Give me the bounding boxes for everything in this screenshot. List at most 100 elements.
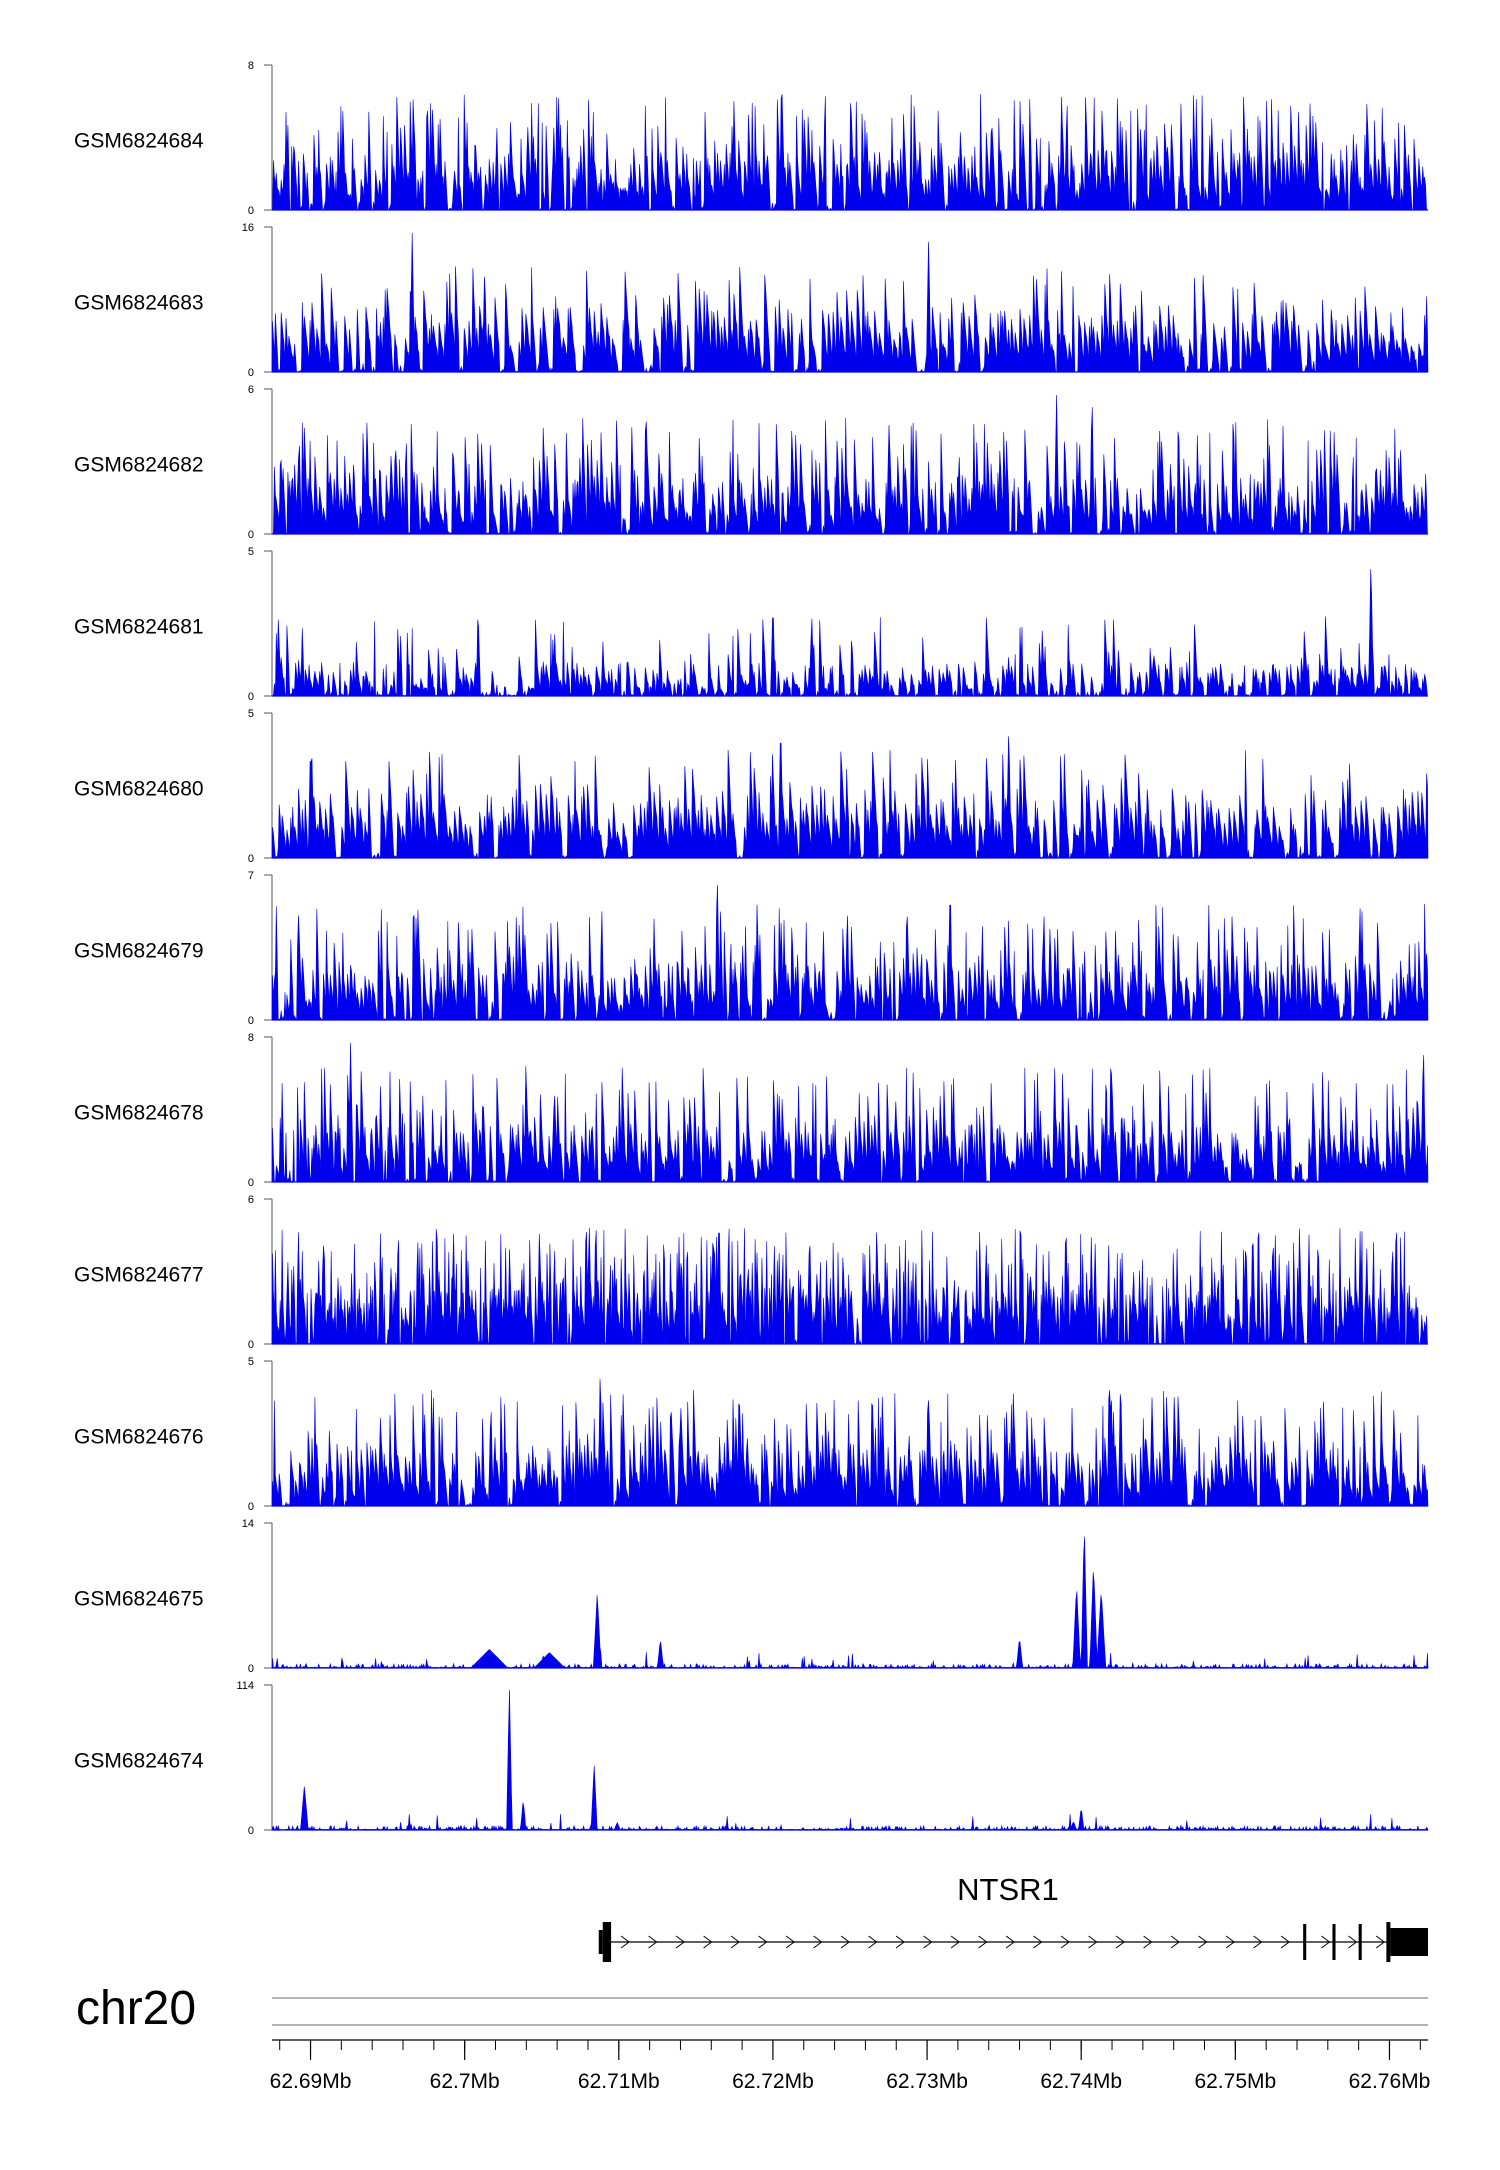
- strand-arrow: [1060, 1935, 1070, 1949]
- coverage-area: [271, 1227, 1428, 1346]
- chromosome-label: chr20: [76, 1982, 196, 2035]
- x-tick-label: 62.75Mb: [1194, 2070, 1276, 2093]
- strand-arrow: [1143, 1935, 1153, 1949]
- y-max-label: 16: [242, 222, 254, 234]
- strand-arrow: [813, 1935, 823, 1949]
- gene-track: NTSR1: [598, 1872, 1428, 1962]
- y-min-label: 0: [248, 1663, 254, 1675]
- coverage-area: [271, 232, 1429, 374]
- coverage-area: [271, 1042, 1429, 1184]
- coverage-area: [272, 394, 1428, 536]
- gene-exon: [602, 1922, 612, 1962]
- strand-arrow: [950, 1935, 960, 1949]
- strand-arrow: [978, 1935, 988, 1949]
- coverage-area: [271, 736, 1429, 860]
- y-min-label: 0: [248, 1339, 254, 1351]
- x-tick-label: 62.71Mb: [578, 2070, 660, 2093]
- track-label: GSM6824675: [74, 1588, 204, 1611]
- y-min-label: 0: [248, 529, 254, 541]
- strand-arrow: [1375, 1935, 1386, 1949]
- strand-arrow: [703, 1935, 713, 1949]
- y-max-label: 114: [236, 1680, 254, 1692]
- strand-arrow: [1321, 1935, 1331, 1949]
- coverage-area: [271, 884, 1429, 1021]
- strand-arrow: [868, 1935, 878, 1949]
- strand-arrow: [758, 1935, 768, 1949]
- track-label: GSM6824679: [74, 940, 204, 963]
- y-min-label: 0: [248, 853, 254, 865]
- x-tick-label: 62.73Mb: [886, 2070, 968, 2093]
- track-GSM6824683: GSM6824683 16 0: [74, 222, 1429, 379]
- y-max-label: 6: [248, 1194, 254, 1206]
- coverage-tracks: GSM682468480GSM6824683160GSM682468260GSM…: [74, 60, 1429, 1837]
- y-max-label: 8: [248, 1032, 254, 1044]
- gene-exon: [1303, 1924, 1307, 1960]
- strand-arrow: [1115, 1935, 1125, 1949]
- x-tick-label: 62.72Mb: [732, 2070, 814, 2093]
- y-min-label: 0: [248, 1015, 254, 1027]
- strand-arrow: [895, 1935, 905, 1949]
- x-tick-label: 62.74Mb: [1040, 2070, 1122, 2093]
- strand-arrow: [1033, 1935, 1043, 1949]
- strand-arrow: [1198, 1935, 1208, 1949]
- gene-exon: [598, 1930, 603, 1954]
- strand-arrow: [1253, 1935, 1263, 1949]
- track-GSM6824679: GSM6824679 7 0: [74, 870, 1429, 1027]
- y-max-label: 14: [242, 1518, 254, 1530]
- y-max-label: 6: [248, 384, 254, 396]
- coverage-area: [272, 569, 1428, 698]
- coverage-area: [271, 1536, 1429, 1669]
- y-max-label: 5: [248, 546, 254, 558]
- strand-arrow: [1348, 1935, 1358, 1949]
- track-label: GSM6824681: [74, 616, 204, 639]
- y-max-label: 7: [248, 870, 254, 882]
- gene-exon: [1386, 1922, 1391, 1962]
- x-tick-label: 62.7Mb: [430, 2070, 500, 2093]
- strand-arrow: [1225, 1935, 1235, 1949]
- strand-arrow: [648, 1935, 658, 1949]
- gene-exon: [1358, 1924, 1362, 1960]
- gene-exon: [1332, 1924, 1336, 1960]
- genome-axis: chr20 62.69Mb 62.7Mb 62.71Mb 62.72Mb 62.73Mb…: [76, 1982, 1430, 2093]
- strand-arrow: [730, 1935, 740, 1949]
- y-min-label: 0: [248, 205, 254, 217]
- x-tick-label: 62.76Mb: [1349, 2070, 1431, 2093]
- track-GSM6824676: GSM6824676 5 0: [74, 1356, 1429, 1513]
- strand-arrow: [1088, 1935, 1098, 1949]
- strand-arrow: [840, 1935, 850, 1949]
- coverage-area: [272, 93, 1429, 212]
- track-label: GSM6824676: [74, 1426, 204, 1449]
- strand-arrow: [1280, 1935, 1290, 1949]
- gene-exon: [1390, 1928, 1428, 1956]
- y-min-label: 0: [248, 1501, 254, 1513]
- track-label: GSM6824678: [74, 1102, 204, 1125]
- track-GSM6824678: GSM6824678 8 0: [74, 1032, 1429, 1189]
- y-max-label: 5: [248, 1356, 254, 1368]
- y-min-label: 0: [248, 1825, 254, 1837]
- strand-arrow: [620, 1935, 630, 1949]
- track-GSM6824680: GSM6824680 5 0: [74, 708, 1429, 865]
- y-min-label: 0: [248, 691, 254, 703]
- strand-arrow: [1170, 1935, 1180, 1949]
- track-label: GSM6824683: [74, 292, 204, 315]
- track-GSM6824682: GSM6824682 6 0: [74, 384, 1428, 541]
- track-GSM6824681: GSM6824681 5 0: [74, 546, 1428, 703]
- track-label: GSM6824680: [74, 778, 204, 801]
- strand-arrow: [785, 1935, 795, 1949]
- track-GSM6824677: GSM6824677 6 0: [74, 1194, 1428, 1351]
- track-GSM6824684: GSM6824684 8 0: [74, 60, 1429, 217]
- track-GSM6824674: GSM6824674 114 0: [74, 1680, 1429, 1837]
- strand-arrow: [675, 1935, 685, 1949]
- track-label: GSM6824682: [74, 454, 204, 477]
- coverage-area: [271, 1379, 1429, 1508]
- strand-arrow: [1005, 1935, 1015, 1949]
- y-max-label: 8: [248, 60, 254, 72]
- y-min-label: 0: [248, 367, 254, 379]
- track-label: GSM6824674: [74, 1750, 204, 1773]
- y-max-label: 5: [248, 708, 254, 720]
- track-GSM6824675: GSM6824675 14 0: [74, 1518, 1429, 1675]
- strand-arrow: [923, 1935, 933, 1949]
- track-label: GSM6824677: [74, 1264, 204, 1287]
- x-tick-label: 62.69Mb: [270, 2070, 352, 2093]
